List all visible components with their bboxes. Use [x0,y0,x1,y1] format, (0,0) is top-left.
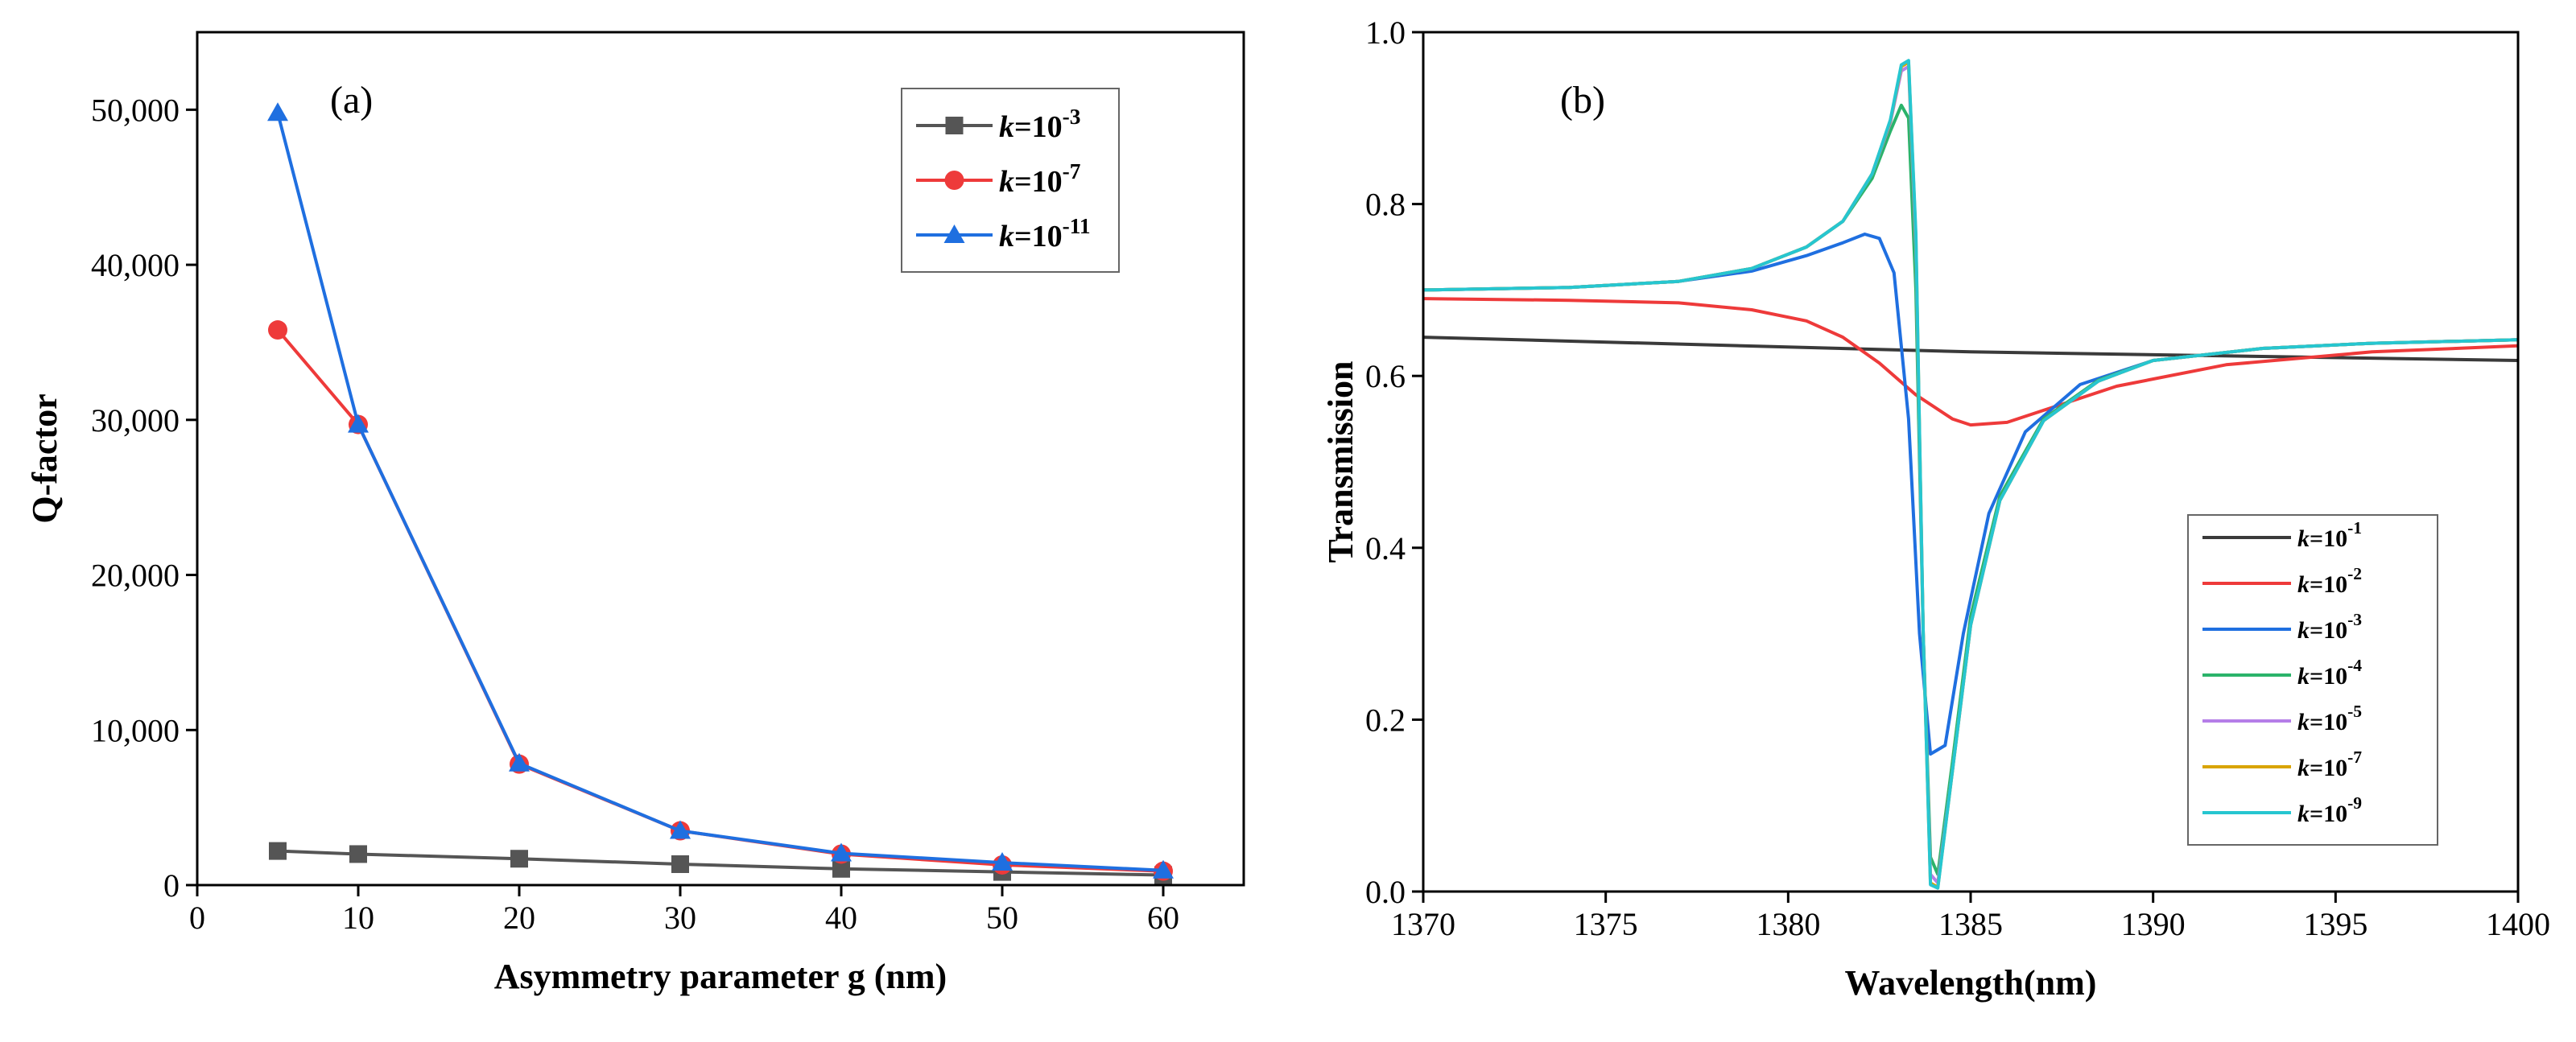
x-tick-label: 0 [189,900,205,936]
legend-label: k=10-7 [999,159,1081,199]
legend-label: k=10-7 [2297,748,2362,781]
legend-label: k=10-1 [2297,518,2362,552]
x-tick-label: 1370 [1391,906,1455,942]
x-tick-label: 1380 [1756,906,1820,942]
legend-box [2187,514,2438,846]
y-tick-label: 0.0 [1365,874,1406,910]
x-axis-label: Asymmetry parameter g (nm) [494,957,947,996]
y-tick-label: 0.2 [1365,702,1406,738]
y-tick-label: 0.8 [1365,187,1406,223]
x-tick-label: 20 [503,900,535,936]
legend: k=10-1 k=10-2 k=10-3 k=10-4 k=10-5 k=10-7 k=10… [2187,514,2438,846]
legend-marker [944,171,964,190]
data-point [509,752,530,772]
legend-label: k=10-11 [999,214,1091,253]
x-tick-label: 1385 [1938,906,2003,942]
data-point [348,414,369,433]
x-axis-label: Wavelength(nm) [1845,963,2097,1003]
y-tick-label: 30,000 [91,402,180,439]
series-group [1422,59,2519,890]
x-tick-label: 60 [1147,900,1179,936]
y-tick-label: 0.6 [1365,358,1406,394]
legend-label: k=10-2 [2297,564,2362,598]
data-point [349,845,367,863]
data-point [269,842,287,860]
plot-frame [196,31,1245,887]
data-point [992,852,1013,871]
y-tick-label: 50,000 [91,92,180,128]
data-point [510,850,528,868]
y-tick-label: 20,000 [91,558,180,594]
y-tick-label: 40,000 [91,247,180,283]
x-tick-label: 1390 [2121,906,2186,942]
data-point [670,820,691,839]
legend-marker [945,117,964,134]
chart-panel-b: 1370 1375 1380 1385 1390 1395 1400 0.0 0.2 0.4 0.6… [1321,14,2550,1003]
x-tick-label: 50 [986,900,1018,936]
x-tick-label: 1400 [2486,906,2550,942]
series-group [267,102,1174,884]
legend: k=10-3 k=10-7 k=10-11 [901,88,1120,273]
x-tick-label: 10 [342,900,374,936]
data-point [1153,859,1174,879]
data-point [831,842,852,862]
x-tick-label: 30 [664,900,696,936]
y-tick-label: 0 [163,867,180,904]
panel-label: (b) [1560,79,1605,121]
panel-label: (a) [330,79,373,121]
series-line-k--2 [1422,297,2519,427]
x-tick-label: 40 [825,900,857,936]
legend-label: k=10-9 [2297,793,2362,827]
legend-label: k=10-3 [2297,610,2362,644]
legend-label: k=10-5 [2297,702,2362,735]
x-tick-label: 1375 [1574,906,1638,942]
y-tick-label: 0.4 [1365,530,1406,566]
legend-label: k=10-3 [999,105,1080,144]
series-line-k--9 [1422,59,2519,890]
y-tick-label: 10,000 [91,712,180,748]
legend-label: k=10-4 [2297,656,2362,690]
data-point [671,855,689,873]
series-line-k--7 [276,328,1164,873]
chart-panel-a: 0 10 20 30 40 50 60 0 10,000 20,000 30,000 40,000 50… [25,31,1245,996]
data-point [832,859,850,878]
x-tick-label: 1395 [2303,906,2368,942]
y-tick-label: 1.0 [1365,14,1406,51]
data-point [268,320,287,340]
y-axis-label: Q-factor [25,393,64,523]
y-axis-label: Transmission [1321,360,1360,562]
data-point [267,102,288,121]
legend-marker [943,224,965,243]
series-line-k--1 [1422,336,2519,362]
